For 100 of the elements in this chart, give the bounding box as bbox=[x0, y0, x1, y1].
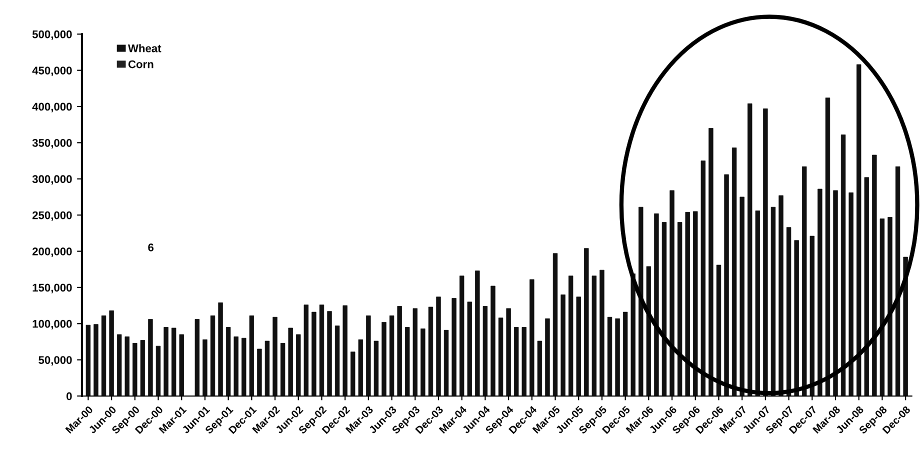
bar bbox=[164, 327, 168, 396]
bar bbox=[654, 213, 659, 396]
bar bbox=[280, 342, 286, 396]
bar bbox=[397, 306, 402, 396]
bar bbox=[312, 312, 316, 396]
bar bbox=[264, 340, 270, 396]
bar bbox=[522, 327, 526, 396]
y-tick-label: 200,000 bbox=[32, 248, 72, 258]
bar bbox=[194, 319, 200, 396]
bar bbox=[677, 222, 682, 396]
bar bbox=[116, 334, 122, 396]
bar bbox=[615, 318, 620, 396]
bar bbox=[202, 339, 208, 396]
y-tick-label: 250,000 bbox=[32, 211, 72, 221]
bar bbox=[872, 154, 877, 396]
bar bbox=[179, 334, 184, 396]
bar bbox=[638, 206, 644, 396]
bar bbox=[148, 319, 153, 396]
bar bbox=[210, 315, 216, 396]
legend-label: Wheat bbox=[128, 44, 162, 52]
bar bbox=[537, 340, 542, 396]
bar bbox=[568, 276, 574, 396]
bar bbox=[592, 276, 597, 396]
bar bbox=[732, 148, 737, 396]
y-tick-label: 50,000 bbox=[38, 356, 72, 366]
bar bbox=[272, 316, 278, 396]
bar bbox=[833, 190, 838, 396]
bar bbox=[498, 318, 504, 396]
bar bbox=[552, 253, 558, 396]
bar bbox=[848, 192, 854, 396]
bar bbox=[86, 324, 91, 396]
bar bbox=[778, 195, 784, 396]
bar bbox=[810, 236, 814, 396]
y-tick-label: 450,000 bbox=[32, 66, 72, 76]
bar bbox=[452, 298, 456, 396]
bar bbox=[350, 352, 356, 396]
bar bbox=[755, 210, 760, 396]
bar bbox=[319, 304, 324, 396]
bar bbox=[622, 312, 628, 396]
bar bbox=[288, 328, 293, 396]
y-tick-label: 300,000 bbox=[32, 175, 72, 185]
bar bbox=[342, 305, 348, 396]
y-tick-label: 350,000 bbox=[32, 138, 72, 148]
bar bbox=[856, 64, 862, 396]
bar bbox=[530, 279, 534, 396]
bar bbox=[405, 327, 410, 396]
bar bbox=[490, 286, 496, 396]
bar bbox=[818, 188, 822, 396]
bar bbox=[708, 128, 714, 396]
bar bbox=[242, 338, 246, 396]
bar bbox=[794, 240, 799, 396]
bar bbox=[171, 328, 176, 396]
bar bbox=[630, 273, 636, 396]
bar bbox=[895, 166, 900, 396]
y-tick-label: 150,000 bbox=[32, 284, 72, 294]
bar bbox=[607, 316, 612, 396]
y-tick-label: 500,000 bbox=[32, 30, 72, 40]
bar bbox=[880, 218, 885, 396]
bar bbox=[358, 339, 364, 396]
bar bbox=[467, 302, 472, 396]
bar bbox=[109, 310, 114, 396]
bar bbox=[94, 324, 98, 396]
bar bbox=[670, 190, 674, 396]
bar bbox=[460, 276, 464, 396]
y-tick-label: 100,000 bbox=[32, 320, 72, 330]
bar bbox=[475, 270, 480, 396]
bar bbox=[382, 322, 386, 396]
bar bbox=[374, 340, 379, 396]
bar bbox=[514, 327, 519, 396]
bar bbox=[748, 103, 752, 396]
bar bbox=[700, 160, 706, 396]
bar bbox=[140, 340, 146, 396]
bar bbox=[864, 177, 869, 396]
bar bbox=[420, 328, 426, 396]
bar bbox=[740, 196, 744, 396]
bar bbox=[825, 98, 830, 396]
bar bbox=[436, 296, 441, 396]
bar bbox=[482, 306, 488, 396]
bar bbox=[327, 311, 332, 396]
bar bbox=[724, 174, 729, 396]
bar bbox=[101, 315, 106, 396]
bar bbox=[693, 211, 698, 396]
bar bbox=[802, 166, 807, 396]
bar bbox=[389, 315, 394, 396]
bar bbox=[156, 346, 161, 396]
bar bbox=[576, 296, 581, 396]
bar bbox=[226, 327, 231, 396]
bar bbox=[545, 318, 550, 396]
bar bbox=[506, 308, 511, 396]
bar bbox=[132, 342, 138, 396]
bar bbox=[234, 336, 238, 396]
bar bbox=[584, 248, 589, 396]
bar bbox=[600, 270, 604, 396]
bar bbox=[257, 348, 262, 396]
bar bbox=[903, 256, 908, 396]
bar bbox=[716, 264, 722, 396]
bar bbox=[444, 330, 449, 396]
bar bbox=[888, 217, 892, 396]
bar bbox=[646, 266, 652, 396]
bar bbox=[249, 315, 254, 396]
